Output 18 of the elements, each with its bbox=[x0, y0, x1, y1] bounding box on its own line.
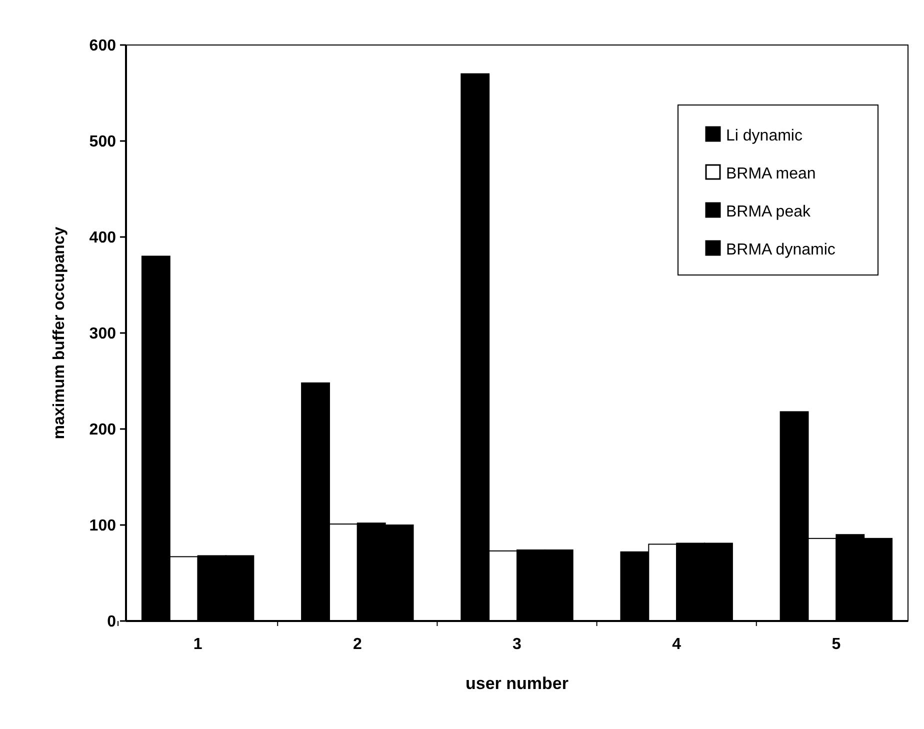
y-tick-label: 0 bbox=[107, 614, 116, 631]
x-tick-label: 3 bbox=[512, 636, 522, 653]
y-tick-label: 100 bbox=[89, 518, 116, 535]
y-tick-label: 600 bbox=[89, 38, 116, 55]
y-tick-label: 200 bbox=[89, 422, 116, 439]
x-tick-label: 4 bbox=[672, 636, 682, 653]
legend-label: BRMA mean bbox=[726, 166, 816, 183]
y-tick-label: 500 bbox=[89, 134, 116, 151]
x-tick-label: 1 bbox=[193, 636, 202, 653]
y-axis-title: maximum buffer occupancy bbox=[51, 226, 68, 440]
x-tick-label: 2 bbox=[352, 636, 362, 653]
y-tick-label: 300 bbox=[89, 326, 116, 343]
x-axis-title: user number bbox=[466, 674, 569, 693]
x-tick-label: 5 bbox=[832, 636, 841, 653]
legend-label: BRMA peak bbox=[726, 204, 812, 221]
legend-label: Li dynamic bbox=[726, 128, 802, 145]
legend-label: BRMA dynamic bbox=[726, 242, 836, 259]
y-tick-label: 400 bbox=[89, 230, 116, 247]
